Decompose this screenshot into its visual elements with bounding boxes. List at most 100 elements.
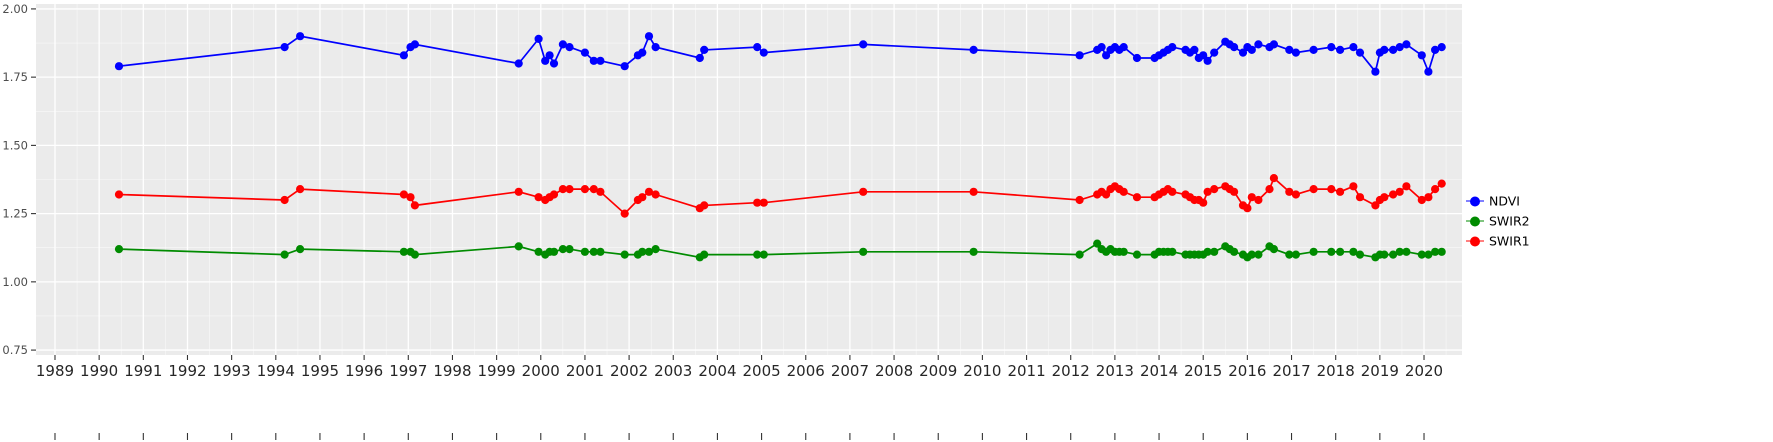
x-tick-label: 2001 (566, 362, 604, 380)
data-point-swir2 (596, 247, 605, 256)
data-point-ndvi (1097, 43, 1106, 52)
data-point-swir2 (1254, 250, 1263, 259)
data-point-ndvi (280, 43, 289, 52)
data-point-ndvi (1309, 45, 1318, 55)
x-tick-label: 2018 (1317, 362, 1355, 380)
data-point-swir1 (296, 185, 305, 194)
data-point-ndvi (1395, 43, 1404, 52)
swir2-legend-key-icon (1466, 214, 1484, 228)
data-point-swir2 (1075, 250, 1084, 259)
data-point-swir2 (280, 250, 289, 259)
data-point-ndvi (1247, 45, 1256, 55)
data-point-swir2 (296, 245, 305, 254)
data-point-ndvi (1199, 51, 1208, 60)
grid-major (36, 4, 1462, 355)
data-point-swir2 (1168, 247, 1177, 256)
x-tick-label: 2005 (742, 362, 780, 380)
grid-minor (36, 4, 1462, 355)
data-point-swir1 (1254, 195, 1263, 205)
x-axis-labels: 1989 1990 1991 1992 1993 1994 1995 1996 1997 1998… (36, 362, 1443, 380)
x-tick-label: 1989 (36, 362, 74, 380)
x-tick-label: 1991 (124, 362, 162, 380)
x-tick-label: 2000 (522, 362, 560, 380)
data-point-ndvi (1355, 48, 1365, 57)
data-point-swir2 (1424, 250, 1433, 259)
data-point-ndvi (399, 51, 408, 60)
x-tick-label: 2002 (610, 362, 648, 380)
data-point-ndvi (1230, 43, 1239, 52)
data-point-ndvi (695, 53, 704, 63)
data-point-ndvi (1238, 48, 1248, 57)
x-tick-label: 2007 (831, 362, 869, 380)
data-point-swir2 (1247, 250, 1256, 259)
data-point-swir1 (644, 187, 654, 196)
x-tick-label: 2008 (875, 362, 913, 380)
data-point-ndvi (759, 48, 768, 57)
data-point-swir2 (514, 242, 523, 251)
data-point-swir2 (753, 250, 762, 259)
data-point-swir2 (1395, 247, 1404, 256)
x-tick-label: 1999 (478, 362, 516, 380)
data-point-swir2 (1355, 250, 1365, 259)
data-point-ndvi (596, 56, 605, 65)
data-point-swir2 (589, 247, 598, 256)
ndvi-legend-key-icon (1466, 194, 1484, 208)
y-tick-label: 1.25 (2, 207, 28, 221)
x-tick-label: 1998 (433, 362, 471, 380)
x-tick-label: 2014 (1140, 362, 1178, 380)
data-point-swir2 (565, 245, 574, 254)
x-tick-label: 2011 (1007, 362, 1045, 380)
x-tick-label: 1992 (168, 362, 206, 380)
x-tick-label: 1994 (257, 362, 295, 380)
data-point-swir1 (1395, 187, 1404, 196)
data-point-swir1 (1424, 193, 1433, 202)
data-point-swir2 (1389, 250, 1398, 259)
data-point-swir1 (280, 195, 289, 205)
data-point-ndvi (753, 43, 762, 52)
data-point-swir1 (651, 190, 660, 199)
swir1-legend-key-icon (1466, 234, 1484, 248)
data-point-swir1 (1269, 174, 1278, 183)
data-point-swir1 (700, 201, 709, 210)
data-point-ndvi (1269, 40, 1278, 49)
data-point-swir2 (644, 247, 654, 256)
data-point-swir1 (114, 190, 124, 199)
data-point-swir1 (638, 193, 647, 202)
data-point-ndvi (1336, 45, 1345, 55)
data-point-swir2 (580, 247, 590, 256)
x-tick-label: 1995 (301, 362, 339, 380)
data-point-ndvi (700, 45, 709, 55)
x-tick-label: 2009 (919, 362, 957, 380)
data-point-ndvi (969, 45, 978, 55)
x-tick-label: 2019 (1361, 362, 1399, 380)
data-point-swir1 (410, 201, 419, 210)
data-point-swir2 (1402, 247, 1411, 256)
data-point-swir1 (534, 193, 543, 202)
data-point-swir2 (1210, 247, 1219, 256)
data-point-swir1 (1336, 187, 1345, 196)
data-point-swir1 (1380, 193, 1389, 202)
data-point-ndvi (1417, 51, 1426, 60)
data-point-swir2 (1269, 245, 1278, 254)
data-point-swir1 (1349, 182, 1358, 191)
data-point-swir1 (1210, 185, 1219, 194)
data-point-ndvi (1203, 56, 1212, 65)
data-point-ndvi (1119, 43, 1128, 52)
legend-item-ndvi: NDVI (1466, 194, 1530, 209)
y-tick-label: 1.50 (2, 138, 28, 152)
axis-ticks (31, 8, 1425, 360)
data-point-ndvi (1389, 45, 1398, 55)
data-point-swir2 (558, 245, 568, 254)
data-point-swir2 (114, 245, 124, 254)
data-point-swir2 (1417, 250, 1426, 259)
data-point-swir1 (1243, 204, 1252, 213)
data-point-swir2 (638, 247, 647, 256)
data-point-swir1 (580, 185, 590, 194)
data-point-swir2 (859, 247, 868, 256)
data-point-swir2 (1431, 247, 1440, 256)
data-point-ndvi (1349, 43, 1358, 52)
data-point-swir1 (620, 209, 629, 218)
data-point-ndvi (534, 34, 543, 44)
x-tick-label: 2004 (698, 362, 736, 380)
data-point-swir2 (1309, 247, 1318, 256)
